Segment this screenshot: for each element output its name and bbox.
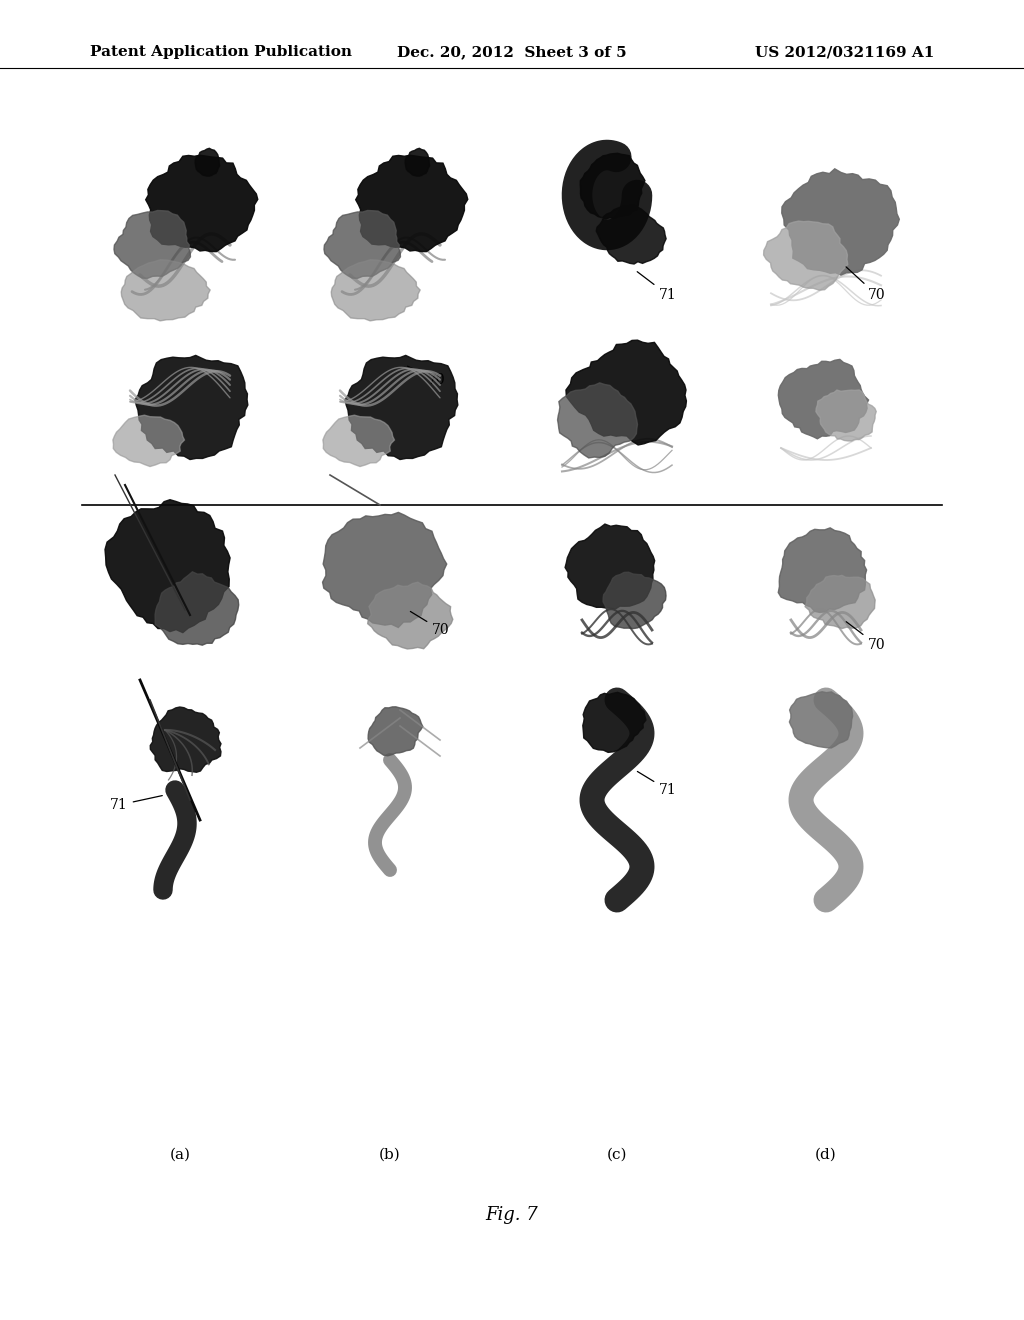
Polygon shape (816, 389, 877, 441)
Polygon shape (790, 692, 853, 748)
Polygon shape (323, 416, 394, 466)
Polygon shape (778, 359, 868, 438)
Polygon shape (151, 708, 221, 772)
Polygon shape (324, 210, 400, 279)
Polygon shape (781, 169, 899, 275)
Polygon shape (557, 383, 638, 458)
Polygon shape (121, 260, 210, 321)
Polygon shape (368, 582, 453, 649)
Text: (d): (d) (815, 1148, 837, 1162)
Text: (c): (c) (607, 1148, 628, 1162)
Polygon shape (368, 706, 423, 756)
Polygon shape (145, 156, 258, 252)
Polygon shape (583, 692, 646, 752)
Text: US 2012/0321169 A1: US 2012/0321169 A1 (755, 45, 934, 59)
Polygon shape (764, 222, 848, 290)
Polygon shape (581, 153, 645, 219)
Text: 71: 71 (637, 272, 677, 302)
Text: 71: 71 (637, 771, 677, 797)
Polygon shape (805, 576, 876, 628)
Text: 71: 71 (110, 796, 162, 812)
Polygon shape (331, 260, 420, 321)
Text: (b): (b) (379, 1148, 400, 1162)
Polygon shape (114, 210, 190, 279)
Polygon shape (135, 355, 248, 459)
Polygon shape (596, 206, 667, 264)
Text: 70: 70 (846, 267, 886, 302)
Text: Fig. 7: Fig. 7 (485, 1206, 539, 1224)
Polygon shape (565, 524, 654, 609)
Polygon shape (323, 512, 446, 627)
Text: (a): (a) (170, 1148, 190, 1162)
Polygon shape (603, 573, 666, 628)
Text: 70: 70 (846, 622, 886, 652)
Polygon shape (566, 341, 686, 445)
Polygon shape (406, 148, 430, 176)
Polygon shape (778, 528, 866, 612)
Text: Patent Application Publication: Patent Application Publication (90, 45, 352, 59)
Polygon shape (355, 156, 468, 252)
Polygon shape (155, 572, 239, 645)
Polygon shape (113, 416, 184, 466)
Polygon shape (196, 148, 219, 176)
Text: 70: 70 (408, 366, 445, 387)
Polygon shape (345, 355, 458, 459)
Polygon shape (105, 500, 230, 632)
Text: Dec. 20, 2012  Sheet 3 of 5: Dec. 20, 2012 Sheet 3 of 5 (397, 45, 627, 59)
Text: 70: 70 (411, 611, 450, 638)
